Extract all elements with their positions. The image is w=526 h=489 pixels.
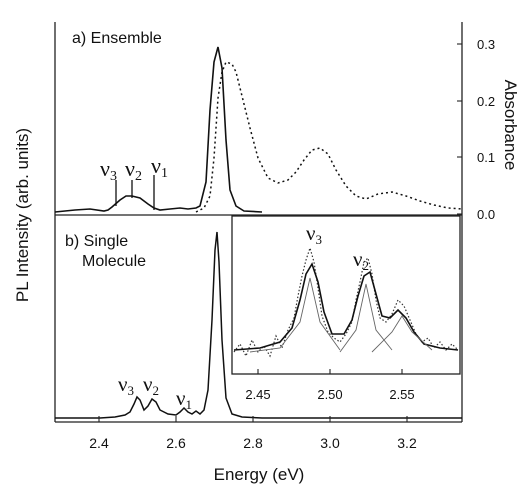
x-axis-title: Energy (eV) [214, 465, 305, 484]
x-tick-label: 2.4 [89, 435, 109, 451]
panel-b-label-line2: Molecule [82, 253, 146, 270]
right-axis-tick-labels: 0.3 0.2 0.1 0.0 [477, 37, 495, 222]
y-axis-title-right: Absorbance [501, 80, 520, 171]
mode-label-nu2: ν2 [125, 156, 142, 184]
inset-x-tick-label: 2.50 [317, 387, 342, 402]
y-right-tick-label: 0.3 [477, 37, 495, 52]
mode-label-nu1: ν1 [151, 153, 168, 181]
panel-b-label-line1: b) Single [65, 233, 128, 250]
inset-x-tick-label: 2.55 [389, 387, 414, 402]
y-right-tick-label: 0.2 [477, 94, 495, 109]
x-tick-label: 2.6 [166, 435, 186, 451]
mode-label-nu3: ν3 [100, 156, 117, 184]
panel-a-pl-curve [55, 47, 262, 212]
mode-label-nu1: ν1 [176, 386, 192, 412]
y-right-tick-label: 0.0 [477, 207, 495, 222]
x-tick-label: 2.8 [243, 435, 263, 451]
axes [55, 22, 462, 422]
y-axis-title-left: PL Intensity (arb. units) [13, 128, 32, 302]
x-tick-labels: 2.4 2.6 2.8 3.0 3.2 [89, 435, 417, 451]
panel-a-absorbance-curve [196, 62, 462, 212]
inset-x-tick-label: 2.45 [245, 387, 270, 402]
x-tick-label: 3.0 [320, 435, 340, 451]
y-right-tick-label: 0.1 [477, 150, 495, 165]
mode-label-nu2: ν2 [143, 372, 159, 398]
mode-label-nu3: ν3 [118, 372, 134, 398]
panel-b-mode-labels: ν3 ν2 ν1 [118, 372, 192, 412]
inset-tick-labels: 2.45 2.50 2.55 [245, 387, 414, 402]
x-tick-label: 3.2 [397, 435, 417, 451]
panel-a-label: a) Ensemble [72, 30, 162, 47]
panel-a-mode-labels: ν3 ν2 ν1 [100, 153, 168, 184]
